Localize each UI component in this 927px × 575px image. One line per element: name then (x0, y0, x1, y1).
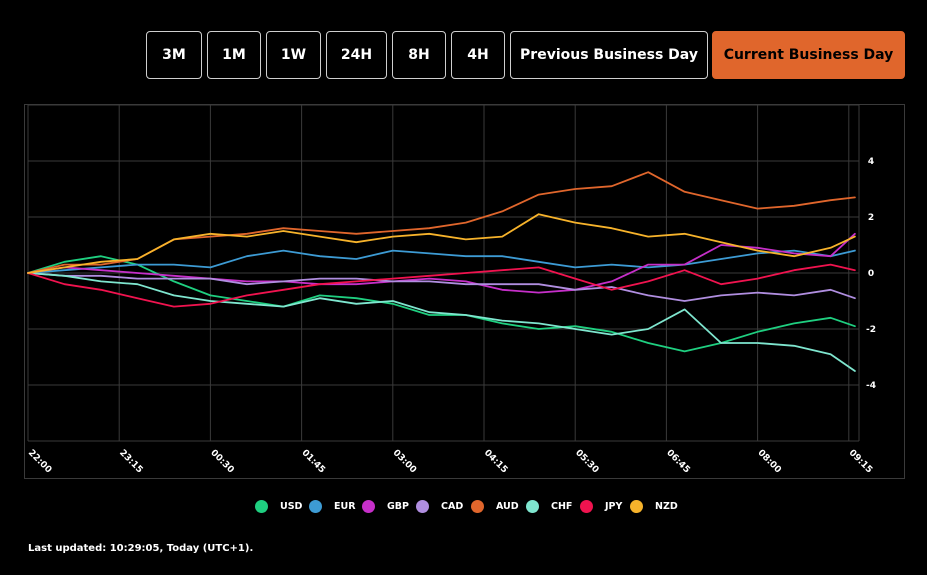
series-line-cad (27, 272, 856, 302)
x-tick-label: 01:45 (299, 448, 326, 475)
y-tick-label: -2 (866, 325, 876, 335)
legend-label: USD (280, 501, 303, 512)
legend-item-cad[interactable]: CAD (416, 500, 463, 513)
tab-8h[interactable]: 8H (392, 31, 446, 79)
y-tick-label: 4 (868, 157, 874, 167)
series-line-usd (27, 255, 856, 353)
x-tick-label: 22:00 (26, 448, 53, 475)
y-tick-label: 2 (868, 213, 874, 223)
x-tick-label: 05:30 (573, 448, 600, 475)
legend-swatch (309, 500, 322, 513)
legend-swatch (471, 500, 484, 513)
x-tick-label: 09:15 (847, 448, 874, 475)
legend-label: NZD (655, 501, 678, 512)
series-line-eur (27, 249, 856, 274)
legend-item-chf[interactable]: CHF (526, 500, 572, 513)
legend-label: GBP (387, 501, 410, 512)
legend-swatch (255, 500, 268, 513)
legend-swatch (416, 500, 429, 513)
series-line-jpy (27, 263, 856, 308)
last-updated-text: Last updated: 10:29:05, Today (UTC+1). (28, 543, 254, 554)
series-line-gbp (27, 232, 856, 294)
y-tick-label: -4 (866, 381, 876, 391)
legend-label: AUD (496, 501, 519, 512)
legend-label: CAD (441, 501, 464, 512)
x-tick-label: 03:00 (391, 448, 418, 475)
legend-label: CHF (551, 501, 573, 512)
tab-label: 1W (280, 47, 307, 63)
x-tick-label: 06:45 (664, 448, 691, 475)
x-tick-label: 08:00 (755, 448, 782, 475)
currency-strength-chart: 4 2 0 -2 -4 22:00 23:15 00:30 01:45 03:00 04:15 05:… (26, 105, 876, 475)
legend-swatch (630, 500, 643, 513)
chart-legend: USD EUR GBP CAD AUD CHF JPY NZD (0, 500, 927, 516)
legend-item-aud[interactable]: AUD (471, 500, 519, 513)
legend-swatch (362, 500, 375, 513)
legend-swatch (580, 500, 593, 513)
legend-item-jpy[interactable]: JPY (580, 500, 622, 513)
x-tick-label: 23:15 (117, 448, 144, 475)
tab-label: Previous Business Day (520, 47, 698, 63)
tab-label: 1M (222, 47, 246, 63)
legend-item-eur[interactable]: EUR (309, 500, 356, 513)
tab-current-business-day[interactable]: Current Business Day (712, 31, 905, 79)
tab-4h[interactable]: 4H (451, 31, 505, 79)
tab-label: Current Business Day (723, 47, 894, 63)
legend-item-gbp[interactable]: GBP (362, 500, 409, 513)
tab-3m[interactable]: 3M (146, 31, 202, 79)
tab-label: 24H (340, 47, 373, 63)
tab-label: 4H (467, 47, 489, 63)
tab-24h[interactable]: 24H (326, 31, 387, 79)
x-tick-label: 00:30 (208, 448, 235, 475)
series-line-chf (27, 272, 856, 372)
legend-label: JPY (605, 501, 623, 512)
legend-swatch (526, 500, 539, 513)
legend-item-nzd[interactable]: NZD (630, 500, 678, 513)
tab-label: 8H (408, 47, 430, 63)
legend-item-usd[interactable]: USD (255, 500, 302, 513)
legend-label: EUR (334, 501, 356, 512)
tab-1w[interactable]: 1W (266, 31, 321, 79)
tab-1m[interactable]: 1M (207, 31, 261, 79)
tab-label: 3M (162, 47, 186, 63)
x-tick-label: 04:15 (482, 448, 509, 475)
series-line-nzd (27, 213, 856, 274)
chart-frame: 4 2 0 -2 -4 22:00 23:15 00:30 01:45 03:00 04:15 05:… (24, 104, 905, 479)
tab-previous-business-day[interactable]: Previous Business Day (510, 31, 708, 79)
y-tick-label: 0 (868, 269, 874, 279)
